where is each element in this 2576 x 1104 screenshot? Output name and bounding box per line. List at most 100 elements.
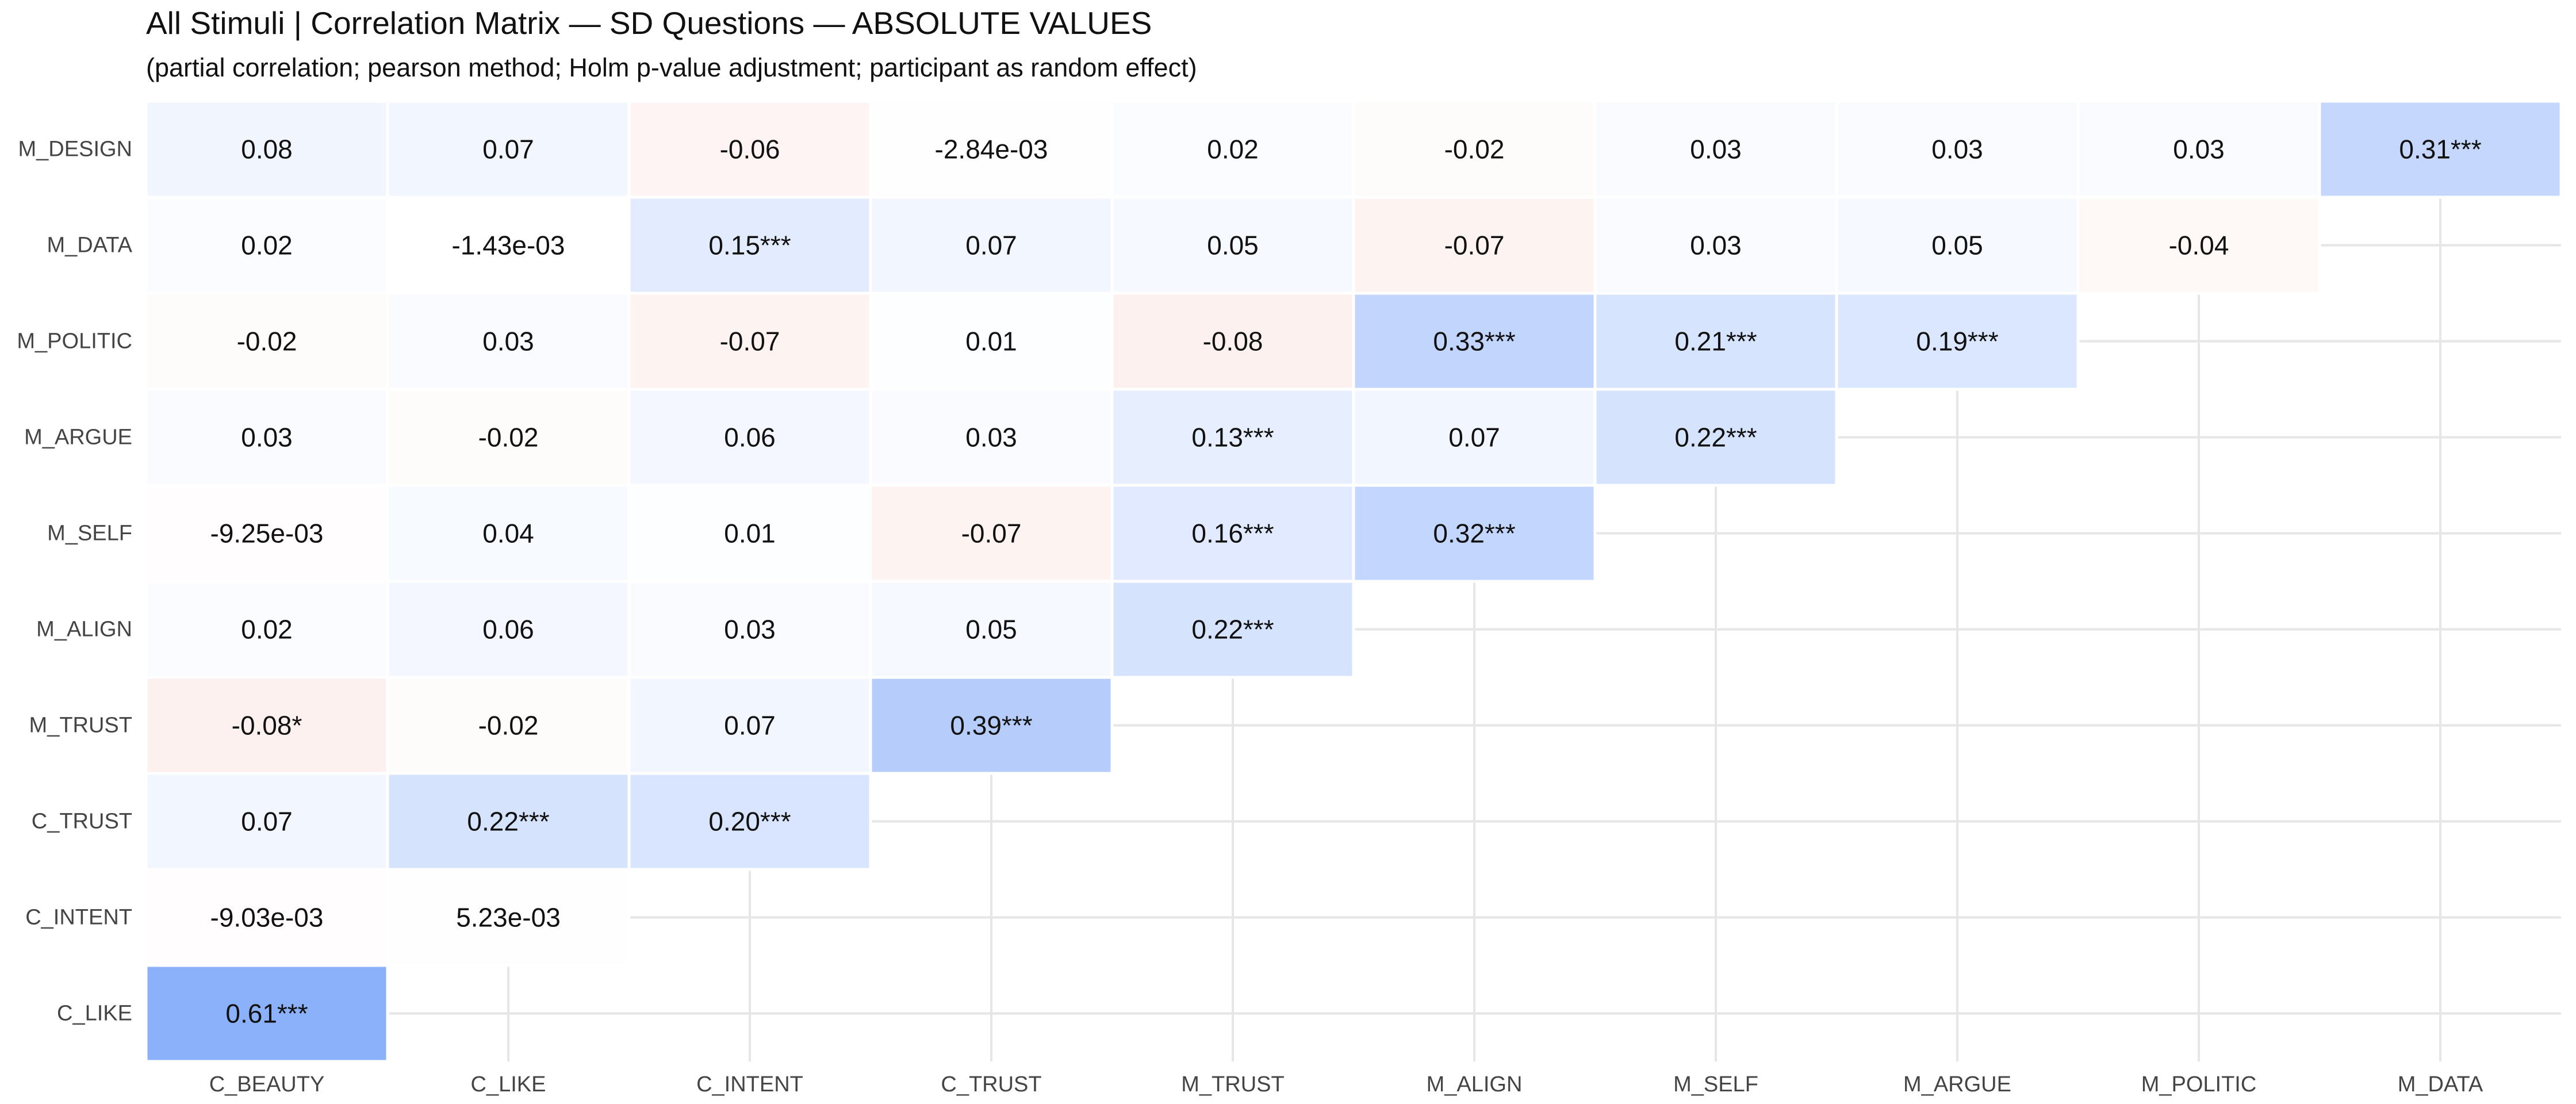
cell-m-politic-m-trust (1110, 292, 1355, 391)
cell-m-design-m-data-label: 0.31*** (2399, 135, 2481, 164)
cell-m-data-m-politic (2076, 195, 2321, 295)
x-tick-m-argue: M_ARGUE (1903, 1072, 2011, 1097)
cell-m-self-m-align-label: 0.32*** (1433, 519, 1515, 549)
cell-m-self-c-beauty (144, 484, 389, 583)
cell-m-data-m-argue-label: 0.05 (1931, 231, 1983, 260)
cell-m-politic-m-argue-label: 0.19*** (1916, 327, 1998, 356)
y-tick-m-self: M_SELF (47, 522, 132, 546)
cell-m-align-c-like-label: 0.06 (482, 615, 534, 645)
x-tick-c-trust: C_TRUST (941, 1072, 1041, 1097)
cell-m-data-c-trust-label: 0.07 (965, 231, 1017, 260)
cell-m-trust-c-intent (627, 676, 872, 775)
y-tick-m-align: M_ALIGN (36, 618, 132, 642)
x-tick-m-trust: M_TRUST (1181, 1072, 1284, 1097)
cell-m-design-m-politic-label: 0.03 (2173, 135, 2225, 164)
cell-m-argue-c-trust (869, 388, 1114, 487)
cell-m-data-c-trust (869, 195, 1114, 295)
cell-m-align-c-like (386, 580, 631, 679)
x-axis: C_BEAUTY C_LIKE C_INTENT C_TRUST M_TRUST M_AL… (209, 1072, 2483, 1097)
cell-m-self-c-trust (869, 484, 1114, 583)
cell-m-argue-c-trust-label: 0.03 (965, 423, 1017, 453)
cell-m-argue-c-like-label: -0.02 (478, 423, 539, 453)
cell-m-data-m-align (1352, 195, 1597, 295)
cell-m-self-c-like (386, 484, 631, 583)
cell-m-data-m-argue (1835, 195, 2080, 295)
cell-m-data-c-intent (627, 195, 872, 295)
cell-m-politic-c-like-label: 0.03 (482, 327, 534, 356)
cell-m-data-m-trust-label: 0.05 (1207, 231, 1259, 260)
cell-m-politic-m-align-label: 0.33*** (1433, 327, 1515, 356)
cell-m-politic-c-beauty-label: -0.02 (237, 327, 297, 356)
cell-m-argue-c-intent-label: 0.06 (724, 423, 776, 453)
cell-m-argue-m-align-label: 0.07 (1448, 423, 1500, 453)
cell-m-design-c-trust-label: -2.84e-03 (935, 135, 1048, 164)
cell-c-like-c-beauty (144, 964, 389, 1063)
y-tick-m-politic: M_POLITIC (17, 329, 132, 354)
cell-c-trust-c-like-label: 0.22*** (467, 807, 549, 837)
y-tick-m-design: M_DESIGN (18, 137, 132, 162)
cell-m-data-c-like-label: -1.43e-03 (452, 231, 565, 260)
y-axis: M_DESIGN M_DATA M_POLITIC M_ARGUE M_SELF M_AL… (17, 137, 132, 1026)
cell-m-design-m-data (2318, 99, 2563, 199)
cell-m-politic-c-intent-label: -0.07 (720, 327, 780, 356)
cell-m-design-m-argue-label: 0.03 (1931, 135, 1983, 164)
cell-m-argue-m-trust-label: 0.13*** (1191, 423, 1274, 453)
x-tick-c-like: C_LIKE (471, 1072, 546, 1097)
cell-m-self-c-like-label: 0.04 (482, 519, 534, 549)
cell-m-data-m-trust (1110, 195, 1355, 295)
cell-m-align-m-trust (1110, 580, 1355, 679)
cell-m-self-c-trust-label: -0.07 (961, 519, 1022, 549)
cell-m-align-c-beauty-label: 0.02 (241, 615, 293, 645)
cell-m-trust-c-beauty-label: -0.08* (232, 711, 302, 741)
cell-m-argue-c-beauty-label: 0.03 (241, 423, 293, 453)
cell-m-politic-m-trust-label: -0.08 (1203, 327, 1263, 356)
cell-c-trust-c-beauty-label: 0.07 (241, 807, 293, 837)
y-tick-c-intent: C_INTENT (25, 906, 132, 930)
cell-m-data-m-self-label: 0.03 (1690, 231, 1742, 260)
cell-m-align-c-trust-label: 0.05 (965, 615, 1017, 645)
cell-m-data-m-self (1593, 195, 1838, 295)
cell-m-trust-c-trust-label: 0.39*** (950, 711, 1032, 741)
cell-m-align-c-intent-label: 0.03 (724, 615, 776, 645)
cell-m-design-m-align-label: -0.02 (1444, 135, 1505, 164)
y-tick-c-like: C_LIKE (57, 1002, 132, 1026)
x-tick-m-align: M_ALIGN (1427, 1072, 1523, 1097)
cell-c-trust-c-beauty (144, 772, 389, 871)
cell-m-design-c-beauty-label: 0.08 (241, 135, 293, 164)
cell-m-argue-m-self-label: 0.22*** (1674, 423, 1757, 453)
cell-m-design-m-align (1352, 99, 1597, 199)
cell-m-argue-m-align (1352, 388, 1597, 487)
cell-m-align-c-trust (869, 580, 1114, 679)
x-tick-m-data: M_DATA (2398, 1072, 2483, 1097)
cell-m-design-m-argue (1835, 99, 2080, 199)
y-tick-m-data: M_DATA (47, 233, 133, 258)
cell-m-data-c-intent-label: 0.15*** (708, 231, 791, 260)
cell-m-politic-c-beauty (144, 292, 389, 391)
cell-m-trust-c-trust (869, 676, 1114, 775)
cell-m-trust-c-intent-label: 0.07 (724, 711, 776, 741)
cell-c-intent-c-beauty (144, 868, 389, 967)
cell-m-design-m-politic (2076, 99, 2321, 199)
cell-c-intent-c-beauty-label: -9.03e-03 (210, 903, 324, 933)
cell-m-design-m-self (1593, 99, 1838, 199)
cell-m-self-m-align (1352, 484, 1597, 583)
heatmap-cells: 0.08 0.07 -0.06 -2.84e-03 0.02 -0.02 0.03 0.03 0… (144, 99, 2563, 1063)
x-tick-c-beauty: C_BEAUTY (209, 1072, 325, 1097)
cell-m-politic-m-self-label: 0.21*** (1674, 327, 1757, 356)
cell-c-trust-c-intent (627, 772, 872, 871)
cell-m-politic-c-like (386, 292, 631, 391)
cell-m-data-m-align-label: -0.07 (1444, 231, 1505, 260)
chart-subtitle: (partial correlation; pearson method; Ho… (146, 53, 1197, 82)
x-tick-c-intent: C_INTENT (696, 1072, 803, 1097)
cell-c-intent-c-like-label: 5.23e-03 (456, 903, 561, 933)
cell-m-self-c-intent-label: 0.01 (724, 519, 776, 549)
cell-c-like-c-beauty-label: 0.61*** (225, 999, 308, 1029)
x-tick-m-self: M_SELF (1673, 1072, 1758, 1097)
cell-m-self-c-beauty-label: -9.25e-03 (210, 519, 324, 549)
y-tick-m-argue: M_ARGUE (24, 425, 132, 450)
cell-m-trust-c-like-label: -0.02 (478, 711, 539, 741)
cell-m-argue-c-beauty (144, 388, 389, 487)
cell-c-trust-c-like (386, 772, 631, 871)
cell-m-argue-m-trust (1110, 388, 1355, 487)
